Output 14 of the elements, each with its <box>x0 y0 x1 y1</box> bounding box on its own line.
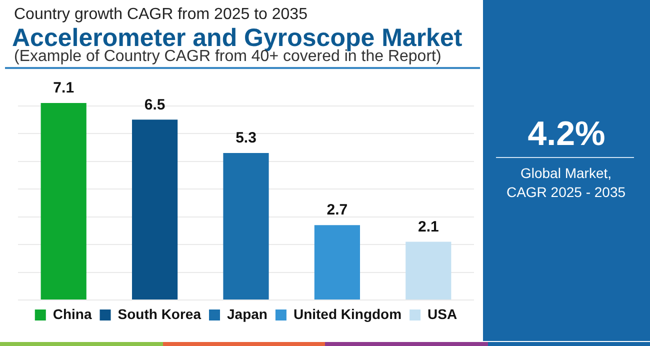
text: 4.2% <box>528 115 606 153</box>
data-label: 2.1 <box>418 218 439 236</box>
chart-subtitle: Country growth CAGR from 2025 to 2035 <box>14 6 308 24</box>
legend-label: USA <box>428 306 458 322</box>
legend-label: United Kingdom <box>293 306 402 322</box>
legend-label: China <box>52 306 92 322</box>
legend-label: Japan <box>227 306 268 322</box>
data-label: 2.7 <box>326 202 348 219</box>
data-label: 7.1 <box>53 80 74 97</box>
legend-label: South Korea <box>118 306 202 322</box>
data-label: 6.5 <box>144 96 166 114</box>
text: (Example of Country CAGR from 40+ covered in the Report) <box>14 48 442 66</box>
text: Global Market, CAGR 2025 - 2035 <box>506 165 626 200</box>
data-label: 5.3 <box>236 130 256 147</box>
